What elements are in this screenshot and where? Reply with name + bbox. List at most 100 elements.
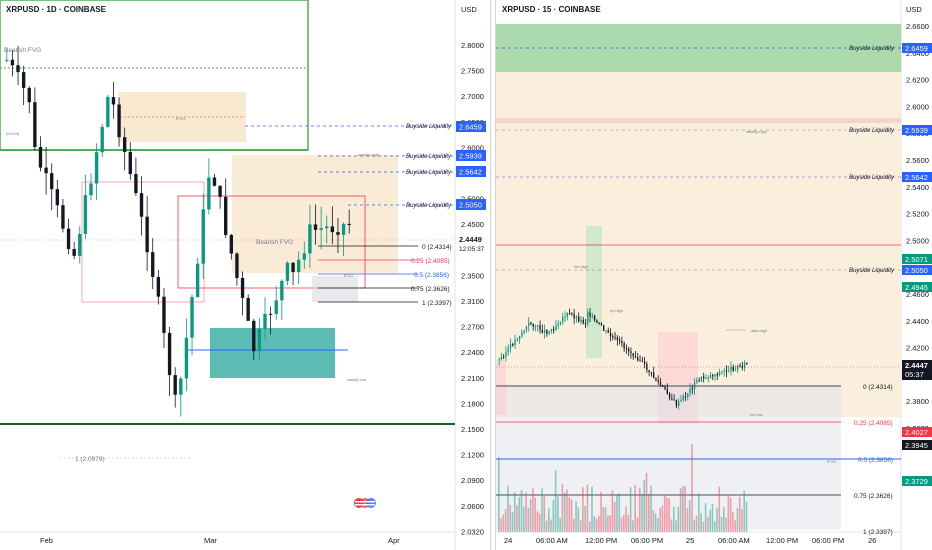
time-label: Apr bbox=[388, 536, 400, 545]
time-label: 24 bbox=[504, 536, 512, 545]
weekly-high-label: weekly high bbox=[358, 152, 379, 157]
buyside-liquidity-label: Buyside Liquidity bbox=[849, 46, 895, 52]
intraday-chart-canvas[interactable]: XRPUSD · 15 · COINBASE USD weekly high a… bbox=[496, 0, 932, 550]
intraday-candle bbox=[498, 359, 500, 361]
volume-bar bbox=[670, 519, 673, 532]
volume-bar bbox=[609, 515, 611, 532]
svg-text:2.5071: 2.5071 bbox=[905, 255, 928, 264]
session-box bbox=[586, 226, 602, 358]
volume-bar bbox=[629, 487, 632, 532]
price-axis-label: 2.3500 bbox=[461, 271, 484, 280]
time-label: 12:00 PM bbox=[585, 536, 617, 545]
range-background bbox=[496, 72, 901, 417]
volume-bar bbox=[541, 488, 543, 532]
intraday-candles bbox=[498, 308, 748, 410]
volume-bar bbox=[570, 499, 573, 532]
volume-bar bbox=[652, 509, 655, 532]
volume-bar bbox=[643, 480, 646, 532]
price-axis-label: 2.4200 bbox=[906, 344, 929, 353]
daily-candle bbox=[229, 234, 234, 254]
volume-bar bbox=[707, 516, 709, 532]
intraday-candle bbox=[543, 330, 546, 333]
intraday-candle bbox=[678, 401, 680, 406]
intraday-candle bbox=[687, 393, 689, 397]
volume-bar bbox=[607, 515, 609, 532]
volume-bar bbox=[634, 485, 636, 532]
svg-text:2.5642: 2.5642 bbox=[459, 168, 482, 177]
daily-candle bbox=[201, 209, 205, 264]
intraday-candle bbox=[593, 315, 596, 321]
intraday-candle bbox=[662, 385, 664, 387]
daily-candle bbox=[33, 102, 37, 148]
volume-bar bbox=[566, 489, 568, 532]
volume-bar bbox=[611, 490, 614, 532]
volume-bar bbox=[682, 486, 684, 532]
price-axis-label: 2.4400 bbox=[906, 317, 929, 326]
intraday-candle bbox=[578, 316, 580, 322]
volume-bar bbox=[627, 515, 630, 532]
intraday-candle bbox=[739, 365, 741, 367]
buyside-liquidity-label: Buyside Liquidity bbox=[406, 154, 452, 160]
intraday-candle bbox=[691, 388, 693, 390]
event-flag-icon[interactable] bbox=[354, 498, 376, 508]
intraday-candle bbox=[568, 312, 571, 314]
price-tag bbox=[456, 121, 486, 132]
daily-candle bbox=[134, 174, 138, 194]
volume-bar bbox=[520, 490, 523, 532]
volume-bar bbox=[525, 492, 527, 532]
daily-candle bbox=[61, 205, 65, 229]
buyside-liquidity-label: Buyside Liquidity bbox=[849, 128, 895, 134]
intraday-candle bbox=[528, 322, 530, 327]
volume-bar bbox=[550, 519, 552, 532]
intraday-candle bbox=[716, 374, 718, 376]
price-axis-label: 2.4600 bbox=[906, 290, 929, 299]
intraday-candle bbox=[589, 312, 591, 317]
volume-bar bbox=[645, 472, 648, 532]
daily-currency-label: USD bbox=[461, 5, 477, 14]
intraday-candle bbox=[655, 377, 657, 381]
intraday-candle bbox=[696, 380, 698, 383]
intraday-candle bbox=[698, 380, 700, 382]
daily-candle bbox=[240, 277, 245, 298]
panel-divider[interactable] bbox=[490, 0, 496, 550]
intraday-candle bbox=[571, 313, 573, 315]
intraday-candle bbox=[603, 325, 605, 332]
intraday-candle bbox=[534, 326, 537, 328]
daily-chart-canvas[interactable]: XRPUSD · 1D · COINBASE USD Bearish FVG B… bbox=[0, 0, 490, 550]
intraday-candle bbox=[523, 330, 525, 333]
intraday-candle bbox=[732, 366, 734, 371]
volume-bar bbox=[741, 509, 743, 532]
volume-bar bbox=[743, 490, 746, 532]
svg-text:2.6459: 2.6459 bbox=[905, 44, 928, 53]
price-axis-label: 2.2700 bbox=[461, 323, 484, 332]
svg-text:2.5939: 2.5939 bbox=[459, 152, 482, 161]
weekly-high-label: weekly high bbox=[746, 129, 767, 134]
daily-candle bbox=[167, 332, 172, 376]
daily-candle bbox=[280, 280, 284, 301]
intraday-chart-panel[interactable]: XRPUSD · 15 · COINBASE USD weekly high a… bbox=[496, 0, 932, 550]
svg-text:2.5939: 2.5939 bbox=[905, 126, 928, 135]
intraday-candle bbox=[530, 322, 532, 325]
volume-bar bbox=[686, 508, 689, 532]
price-tag bbox=[456, 150, 486, 161]
intraday-candle bbox=[587, 312, 589, 324]
volume-bar bbox=[523, 506, 525, 532]
intraday-candle bbox=[532, 324, 534, 327]
daily-chart-panel[interactable]: XRPUSD · 1D · COINBASE USD Bearish FVG B… bbox=[0, 0, 490, 550]
volume-bar bbox=[561, 484, 564, 532]
volume-bar bbox=[500, 518, 502, 532]
time-label: 06:00 AM bbox=[536, 536, 568, 545]
intraday-candle bbox=[641, 361, 643, 363]
daily-candle bbox=[246, 297, 250, 321]
buyside-liquidity-label: Buyside Liquidity bbox=[849, 175, 895, 181]
intraday-candle bbox=[643, 361, 646, 364]
intraday-candle bbox=[573, 314, 575, 319]
volume-bar bbox=[718, 486, 721, 532]
intraday-candle bbox=[700, 376, 703, 381]
daily-candle bbox=[319, 228, 323, 230]
svg-text:2.3729: 2.3729 bbox=[905, 477, 928, 486]
ifvg-label-top: IFVG bbox=[176, 116, 185, 121]
daily-candle bbox=[10, 59, 15, 66]
volume-bar bbox=[688, 500, 691, 532]
intraday-candle bbox=[600, 323, 603, 326]
